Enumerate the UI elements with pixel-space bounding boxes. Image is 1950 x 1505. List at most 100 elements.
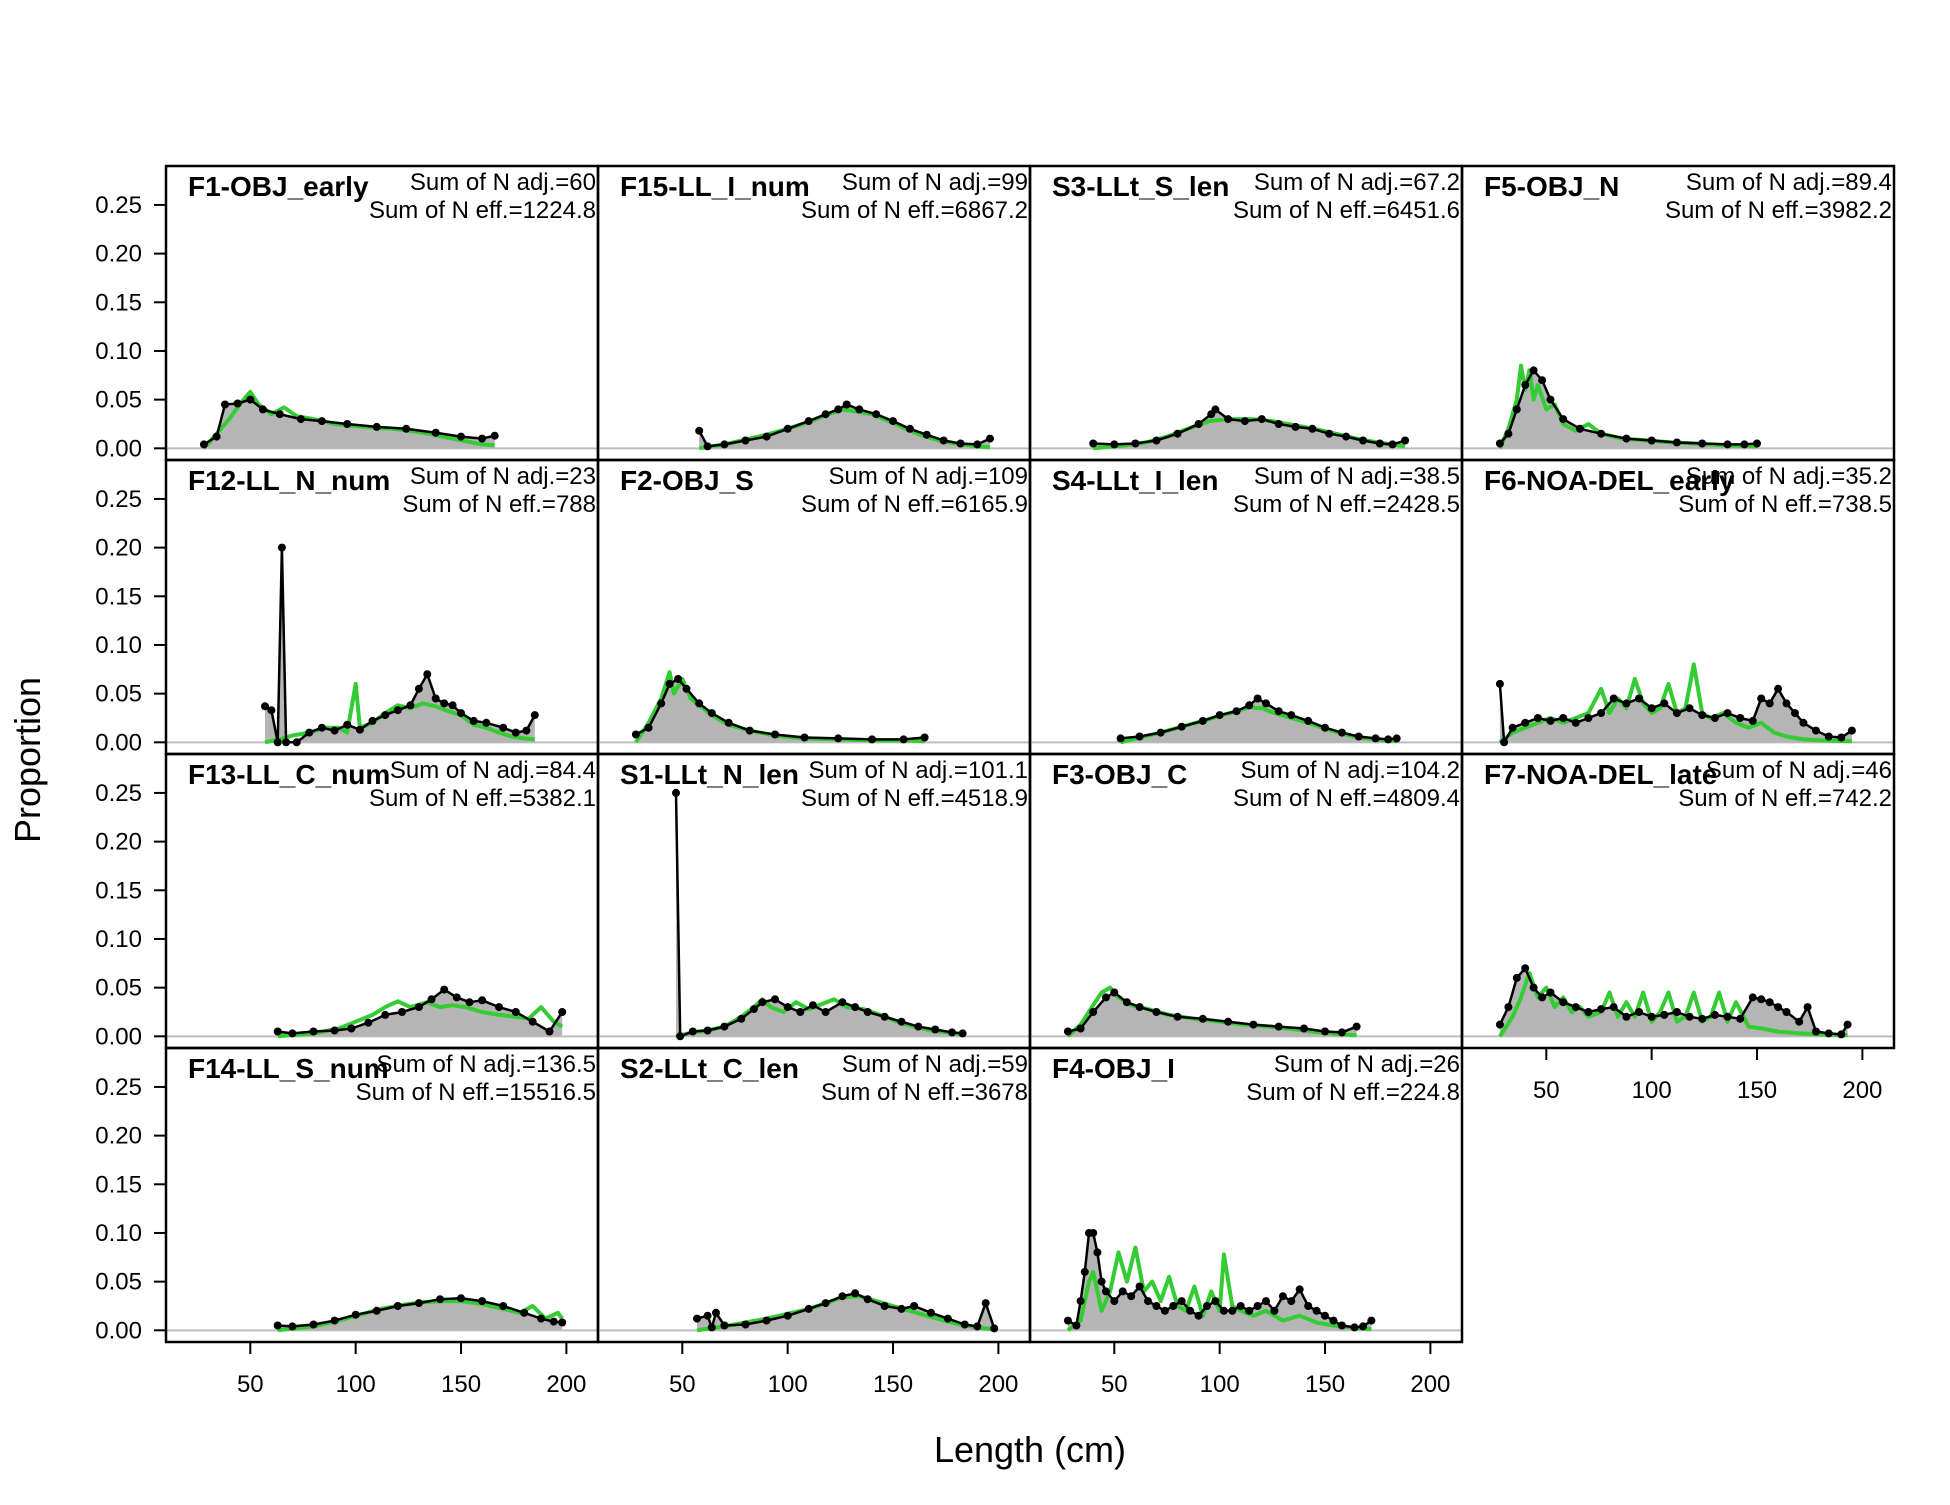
observed-point <box>842 400 851 409</box>
observed-point <box>1495 1020 1504 1029</box>
observed-point <box>1622 434 1631 443</box>
observed-point <box>1186 1306 1195 1315</box>
x-tick-label: 200 <box>978 1371 1018 1398</box>
observed-point <box>880 1302 889 1310</box>
observed-point <box>1388 440 1397 449</box>
observed-point <box>1521 718 1530 727</box>
observed-point <box>1371 734 1380 743</box>
observed-point <box>1152 1008 1161 1016</box>
observed-point <box>499 1302 508 1310</box>
observed-point <box>1203 1302 1211 1310</box>
observed-point <box>693 1314 701 1323</box>
observed-point <box>317 723 326 732</box>
observed-point <box>1521 964 1530 973</box>
observed-point <box>558 1008 567 1016</box>
observed-point <box>330 1316 339 1325</box>
observed-point <box>1152 1302 1161 1310</box>
y-tick-label: 0.20 <box>95 1123 142 1150</box>
observed-point <box>1219 1306 1228 1315</box>
observed-point <box>258 405 267 414</box>
observed-point <box>1495 679 1504 688</box>
observed-point <box>233 399 242 408</box>
observed-point <box>1287 1297 1296 1306</box>
panel-border <box>1028 1046 1464 1344</box>
observed-point <box>703 442 712 451</box>
observed-point <box>273 1027 282 1036</box>
observed-point <box>1559 714 1568 722</box>
observed-point <box>522 726 531 735</box>
observed-point <box>1160 1306 1169 1315</box>
observed-point <box>804 1304 813 1313</box>
observed-point <box>1597 709 1606 718</box>
panel-title: F6-NOA-DEL_early <box>1484 465 1735 496</box>
panel-title: F14-LL_S_num <box>188 1053 389 1084</box>
observed-point <box>783 424 792 433</box>
observed-line <box>277 1296 563 1328</box>
panel-title: S1-LLt_N_len <box>620 759 799 790</box>
observed-point <box>1812 726 1820 735</box>
observed-point <box>1685 1012 1694 1021</box>
observed-point <box>511 1008 520 1016</box>
sum-n-adj: Sum of N adj.=99 <box>842 169 1028 196</box>
observed-point <box>478 434 487 443</box>
observed-point <box>1710 714 1719 722</box>
observed-point <box>372 1306 381 1315</box>
observed-point <box>457 709 465 718</box>
observed-point <box>855 405 864 414</box>
observed-point <box>1337 728 1346 737</box>
observed-point <box>465 998 474 1007</box>
observed-point <box>695 699 704 708</box>
x-tick-label: 200 <box>546 1371 586 1398</box>
sum-n-eff: Sum of N eff.=6165.9 <box>801 491 1028 518</box>
observed-point <box>1118 1287 1127 1296</box>
observed-point <box>674 675 683 683</box>
observed-point <box>1110 1297 1119 1306</box>
observed-point <box>1211 405 1220 414</box>
x-tick-label: 100 <box>336 1371 376 1398</box>
observed-point <box>1253 694 1262 703</box>
observed-point <box>478 996 487 1005</box>
observed-point <box>863 1295 872 1304</box>
observed-area <box>277 989 563 1037</box>
sum-n-adj: Sum of N adj.=60 <box>410 169 596 196</box>
observed-point <box>758 998 767 1007</box>
observed-point <box>431 694 440 703</box>
y-tick-label: 0.25 <box>95 486 142 513</box>
observed-point <box>1622 1012 1631 1021</box>
sum-n-adj: Sum of N adj.=23 <box>410 463 596 490</box>
observed-point <box>783 1003 792 1012</box>
panel-title: S4-LLt_I_len <box>1052 465 1218 496</box>
observed-point <box>288 1029 297 1038</box>
observed-point <box>1584 714 1593 722</box>
observed-point <box>355 725 364 734</box>
observed-point <box>1529 983 1538 992</box>
observed-point <box>868 735 876 744</box>
observed-point <box>1698 439 1707 448</box>
observed-point <box>368 716 377 725</box>
observed-point <box>1512 973 1521 982</box>
observed-point <box>1740 440 1749 449</box>
observed-point <box>457 432 465 441</box>
sum-n-adj: Sum of N adj.=26 <box>1274 1051 1460 1078</box>
observed-point <box>1308 424 1317 433</box>
observed-point <box>1329 1316 1338 1325</box>
x-tick-label: 50 <box>1533 1077 1560 1104</box>
observed-point <box>1270 1306 1279 1315</box>
observed-point <box>1533 714 1542 722</box>
observed-point <box>1660 1010 1669 1019</box>
observed-point <box>469 716 478 725</box>
panel-title: S2-LLt_C_len <box>620 1053 799 1084</box>
observed-point <box>631 730 640 739</box>
sum-n-adj: Sum of N adj.=35.2 <box>1686 463 1892 490</box>
observed-point <box>1647 436 1656 445</box>
observed-point <box>1559 998 1568 1007</box>
observed-area <box>203 399 495 449</box>
x-tick-label: 150 <box>1305 1371 1345 1398</box>
observed-point <box>1169 1302 1178 1310</box>
observed-point <box>737 1014 746 1023</box>
observed-point <box>1135 1282 1144 1291</box>
